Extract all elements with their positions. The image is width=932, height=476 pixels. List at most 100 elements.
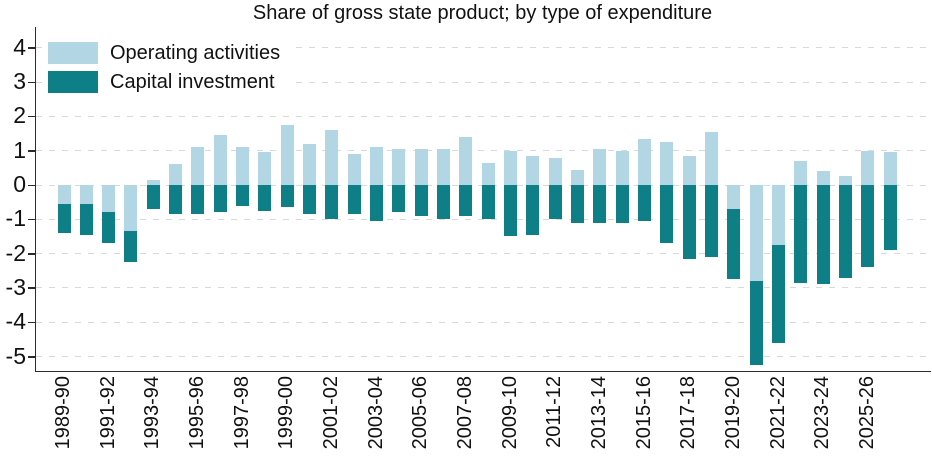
bar-segment-capital [146, 185, 160, 209]
bar-segment-capital [504, 185, 518, 237]
bar-segment-operating [660, 142, 674, 185]
bar-segment-operating [772, 185, 786, 246]
x-axis-label: 2005-06 [409, 376, 432, 450]
chart-legend: Operating activities Capital investment [44, 38, 291, 99]
y-tick-label: 0 [13, 171, 26, 197]
bar-segment-capital [57, 203, 71, 233]
bar-segment-operating [370, 147, 384, 185]
x-axis-label: 2021-22 [766, 376, 789, 450]
bar-segment-capital [325, 185, 339, 220]
legend-label-capital: Capital investment [110, 71, 275, 93]
x-axis-label: 2019-20 [721, 376, 744, 450]
bar-segment-capital [370, 185, 384, 221]
bar-segment-operating [79, 185, 93, 204]
bar-segment-operating [816, 171, 830, 185]
bar-segment-capital [772, 245, 786, 343]
y-axis-tick [28, 47, 35, 49]
bar-segment-capital [213, 185, 227, 213]
bar-segment-operating [481, 162, 495, 185]
bar-segment-capital [124, 231, 138, 263]
bar-segment-capital [280, 185, 294, 208]
gridline [36, 115, 931, 117]
gridline [36, 356, 931, 357]
bar-segment-operating [258, 152, 272, 185]
bar-segment-operating [638, 138, 652, 185]
bar-segment-capital [258, 185, 272, 211]
bar-segment-capital [883, 185, 897, 251]
x-axis-label: 2009-10 [498, 376, 521, 450]
gridline [36, 47, 931, 49]
bar-segment-operating [839, 176, 853, 185]
bar-segment-operating [727, 185, 741, 209]
x-axis-label: 1999-00 [275, 376, 298, 450]
gridline [36, 81, 931, 83]
bar-segment-capital [79, 203, 93, 235]
y-axis-tick [28, 81, 35, 84]
bar-segment-operating [749, 185, 763, 282]
y-axis-tick [28, 218, 35, 221]
legend-item-operating: Operating activities [48, 42, 280, 64]
bar-segment-operating [861, 150, 875, 185]
y-tick-label: -3 [5, 273, 26, 300]
bar-segment-operating [280, 124, 294, 185]
bar-segment-operating [504, 150, 518, 185]
y-axis-tick [28, 356, 35, 358]
legend-label-operating: Operating activities [110, 42, 281, 64]
capital-swatch-icon [48, 71, 98, 93]
y-tick-label: 3 [13, 68, 26, 95]
bar-segment-operating [593, 148, 607, 185]
bar-segment-operating [459, 136, 473, 185]
y-axis-tick [28, 321, 35, 324]
bar-segment-operating [325, 130, 339, 185]
x-axis-label: 2023-24 [811, 376, 834, 450]
x-axis-label: 2011-12 [543, 376, 566, 448]
bar-segment-operating [615, 150, 629, 185]
bar-segment-capital [705, 185, 719, 258]
x-axis-label: 2015-16 [632, 376, 655, 450]
y-axis-tick [28, 253, 35, 255]
bar-segment-capital [481, 185, 495, 220]
y-tick-label: -1 [5, 205, 26, 232]
bar-segment-capital [816, 185, 830, 285]
bar-segment-operating [169, 164, 183, 185]
gridline [36, 253, 931, 255]
bar-segment-capital [414, 185, 428, 216]
bar-segment-capital [660, 185, 674, 244]
chart-title: Share of gross state product; by type of… [252, 2, 713, 24]
x-axis-label: 1989-90 [52, 376, 74, 450]
plot-area [35, 27, 931, 372]
bar-segment-operating [794, 160, 808, 185]
bar-segment-capital [593, 185, 607, 223]
bar-segment-operating [191, 147, 205, 185]
y-tick-label: 1 [13, 136, 26, 163]
y-axis-tick [28, 115, 35, 118]
bar-segment-operating [437, 148, 451, 185]
gridline [36, 150, 931, 152]
y-axis-tick [28, 184, 35, 186]
bar-segment-capital [102, 212, 116, 244]
bar-segment-capital [191, 185, 205, 215]
bar-segment-operating [392, 148, 406, 185]
bar-segment-operating [571, 169, 585, 185]
x-axis-label: 1997-98 [230, 376, 253, 450]
x-axis-label: 1993-94 [141, 376, 164, 450]
gridline [36, 218, 931, 220]
x-axis-label: 2001-02 [319, 376, 342, 450]
x-axis-label: 2017-18 [677, 376, 700, 450]
x-axis-label: 2025-26 [855, 376, 878, 450]
bar-segment-capital [749, 281, 763, 366]
bar-segment-capital [794, 185, 808, 283]
bar-segment-operating [548, 157, 562, 185]
x-axis-label: 1995-96 [185, 376, 208, 450]
bar-segment-capital [727, 209, 741, 280]
bar-segment-operating [146, 179, 160, 185]
gridline [36, 287, 931, 289]
bar-segment-capital [169, 185, 183, 215]
bar-segment-capital [392, 185, 406, 213]
y-tick-label: -5 [5, 342, 26, 369]
bar-segment-capital [682, 185, 696, 259]
y-tick-label: -2 [5, 239, 26, 266]
legend-item-capital: Capital investment [48, 71, 280, 93]
y-axis-tick [28, 150, 35, 152]
bar-segment-operating [102, 185, 116, 213]
